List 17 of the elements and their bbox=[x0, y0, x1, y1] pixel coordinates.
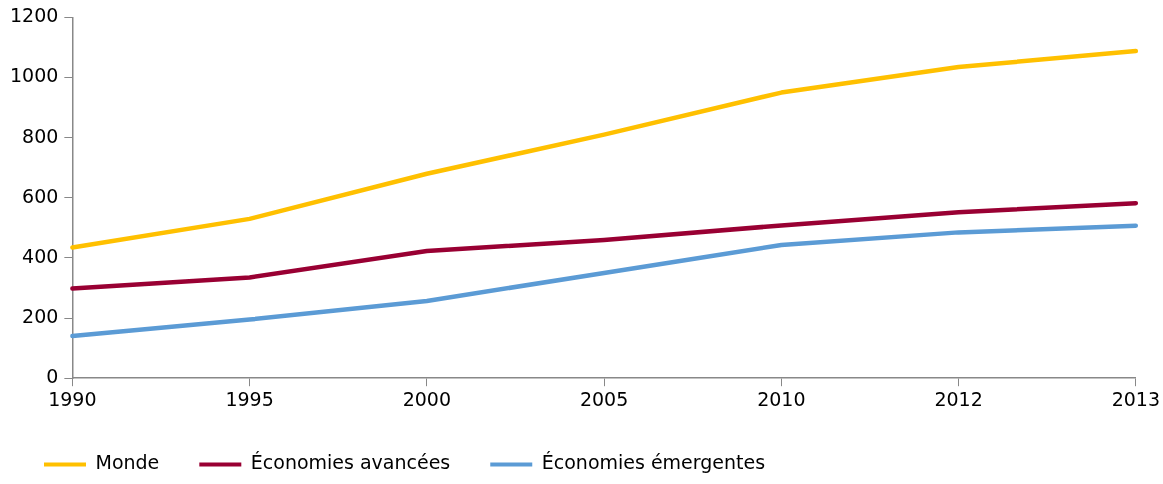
legend-label: Économies avancées bbox=[250, 451, 451, 474]
x-tick-label: 2012 bbox=[934, 387, 983, 410]
y-tick-label: 200 bbox=[22, 305, 59, 327]
legend-label: Monde bbox=[95, 451, 160, 474]
x-tick-label: 1995 bbox=[225, 387, 274, 410]
y-tick-label: 800 bbox=[22, 124, 59, 147]
x-tick-label: 2013 bbox=[1111, 387, 1160, 410]
y-tick-label: 400 bbox=[22, 244, 59, 267]
y-tick-label: 600 bbox=[22, 184, 59, 207]
x-tick-label: 2000 bbox=[402, 387, 452, 410]
x-tick-label: 2010 bbox=[757, 387, 806, 410]
y-tick-label: 0 bbox=[46, 365, 59, 388]
y-tick-label: 1200 bbox=[9, 4, 59, 27]
x-tick-label: 1990 bbox=[48, 387, 97, 410]
y-tick-label: 1000 bbox=[9, 64, 59, 87]
legend-label: Économies émergentes bbox=[541, 451, 766, 474]
x-tick-label: 2005 bbox=[579, 387, 629, 410]
